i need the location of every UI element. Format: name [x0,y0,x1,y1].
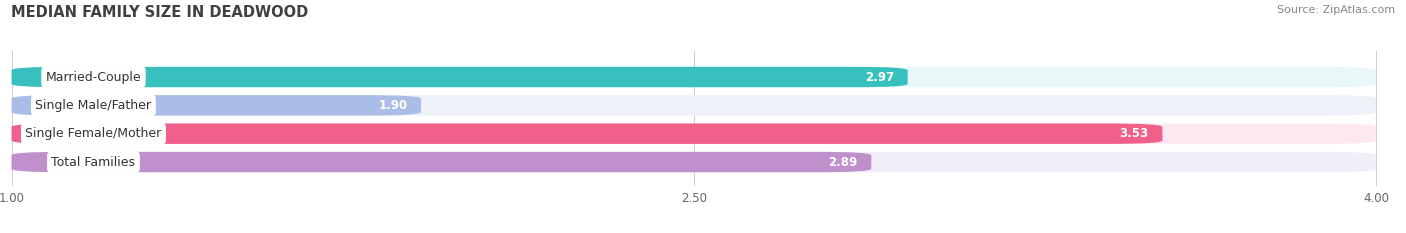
Text: 2.97: 2.97 [865,71,894,84]
Text: 2.89: 2.89 [828,156,858,168]
Text: Married-Couple: Married-Couple [45,71,141,84]
FancyBboxPatch shape [11,95,1376,116]
Text: 1.90: 1.90 [378,99,408,112]
FancyBboxPatch shape [11,152,872,172]
Text: 3.53: 3.53 [1119,127,1149,140]
FancyBboxPatch shape [11,95,420,116]
Text: Single Male/Father: Single Male/Father [35,99,152,112]
FancyBboxPatch shape [11,123,1163,144]
Text: Source: ZipAtlas.com: Source: ZipAtlas.com [1277,5,1395,15]
FancyBboxPatch shape [11,152,1376,172]
FancyBboxPatch shape [11,123,1376,144]
FancyBboxPatch shape [11,67,1376,87]
Text: Total Families: Total Families [52,156,135,168]
FancyBboxPatch shape [11,67,908,87]
Text: Single Female/Mother: Single Female/Mother [25,127,162,140]
Text: MEDIAN FAMILY SIZE IN DEADWOOD: MEDIAN FAMILY SIZE IN DEADWOOD [11,5,308,20]
